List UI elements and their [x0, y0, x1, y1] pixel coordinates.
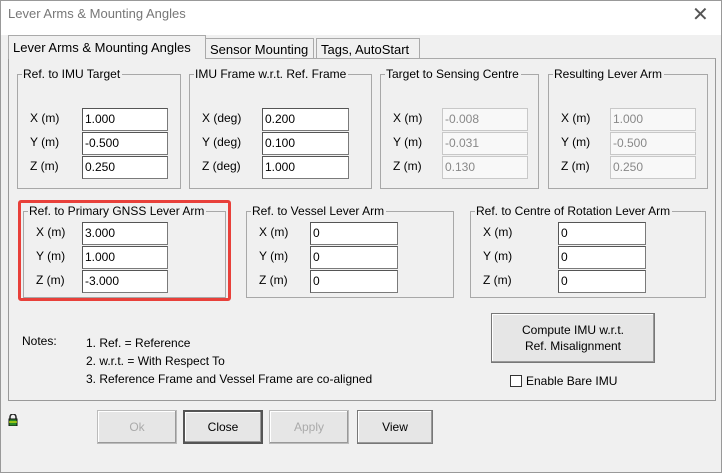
field-label: X (m)	[36, 225, 66, 239]
group-title: IMU Frame w.r.t. Ref. Frame	[194, 67, 349, 81]
field-label: Y (m)	[483, 249, 513, 263]
enable-bare-imu-label: Enable Bare IMU	[526, 374, 618, 388]
group-title: Ref. to IMU Target	[22, 67, 123, 81]
value-input[interactable]: 0	[310, 270, 398, 293]
view-button[interactable]: View	[357, 410, 433, 444]
field-label: X (m)	[259, 225, 289, 239]
value-input[interactable]: 0.200	[262, 108, 349, 131]
group-box: Ref. to Centre of Rotation Lever Arm	[470, 204, 706, 298]
group-box: Ref. to IMU Target	[17, 67, 181, 189]
value-input[interactable]: 3.000	[82, 222, 168, 245]
compute-line2: Ref. Misalignment	[524, 339, 622, 353]
value-input[interactable]: 1.000	[82, 108, 168, 131]
field-label: Z (m)	[30, 159, 59, 173]
field-label: X (m)	[561, 111, 591, 125]
field-label: Z (m)	[483, 273, 512, 287]
group-title: Ref. to Primary GNSS Lever Arm	[28, 204, 207, 218]
group-title: Ref. to Vessel Lever Arm	[251, 204, 387, 218]
value-input: -0.008	[442, 108, 528, 131]
field-label: Z (m)	[393, 159, 422, 173]
ok-button[interactable]: Ok	[97, 410, 177, 444]
apply-button[interactable]: Apply	[269, 410, 349, 444]
group-box: Resulting Lever Arm	[548, 67, 708, 189]
value-input[interactable]: 0	[558, 270, 646, 293]
group-title: Target to Sensing Centre	[385, 67, 521, 81]
highlight-box	[18, 200, 231, 301]
value-input[interactable]: -3.000	[82, 270, 168, 293]
field-label: Y (m)	[36, 249, 66, 263]
field-label: Y (m)	[561, 135, 591, 149]
value-input[interactable]: 0	[310, 222, 398, 245]
close-button[interactable]: Close	[183, 410, 263, 444]
value-input[interactable]: 0.100	[262, 132, 349, 155]
field-label: Y (m)	[259, 249, 289, 263]
group-title: Resulting Lever Arm	[553, 67, 665, 81]
note-item: 1. Ref. = Reference	[86, 336, 191, 350]
group-title: Ref. to Centre of Rotation Lever Arm	[475, 204, 673, 218]
field-label: Z (m)	[561, 159, 590, 173]
tab-tags-autostart[interactable]: Tags, AutoStart	[316, 38, 420, 59]
value-input: 0.130	[442, 156, 528, 179]
compute-misalignment-button[interactable]: Compute IMU w.r.t. Ref. Misalignment	[491, 313, 655, 363]
group-box: Ref. to Vessel Lever Arm	[246, 204, 454, 298]
enable-bare-imu-checkbox[interactable]	[510, 375, 522, 387]
field-label: Z (deg)	[202, 159, 241, 173]
value-input[interactable]: 1.000	[82, 246, 168, 269]
field-label: X (deg)	[202, 111, 242, 125]
field-label: Y (m)	[30, 135, 60, 149]
tab-sensor-mounting[interactable]: Sensor Mounting	[205, 38, 314, 59]
field-label: Y (m)	[393, 135, 423, 149]
value-input[interactable]: 0.250	[82, 156, 168, 179]
field-label: X (m)	[393, 111, 423, 125]
value-input[interactable]: 0	[558, 246, 646, 269]
value-input[interactable]: 0	[558, 222, 646, 245]
compute-line1: Compute IMU w.r.t.	[521, 323, 625, 337]
value-input: -0.031	[442, 132, 528, 155]
value-input: -0.500	[610, 132, 696, 155]
field-label: X (m)	[30, 111, 60, 125]
field-label: Z (m)	[36, 273, 65, 287]
note-item: 3. Reference Frame and Vessel Frame are …	[86, 372, 373, 386]
value-input[interactable]: 1.000	[262, 156, 349, 179]
value-input[interactable]: -0.500	[82, 132, 168, 155]
value-input[interactable]: 0	[310, 246, 398, 269]
field-label: Z (m)	[259, 273, 288, 287]
value-input: 0.250	[610, 156, 696, 179]
notes-label: Notes:	[22, 334, 57, 348]
field-label: Y (deg)	[202, 135, 242, 149]
lock-icon	[8, 414, 18, 426]
close-window-icon[interactable]: ✕	[692, 4, 709, 26]
group-box: IMU Frame w.r.t. Ref. Frame	[189, 67, 372, 189]
tab-lever-arms[interactable]: Lever Arms & Mounting Angles	[8, 35, 206, 59]
window-title: Lever Arms & Mounting Angles	[8, 6, 186, 21]
value-input: 1.000	[610, 108, 696, 131]
group-box: Ref. to Primary GNSS Lever Arm	[23, 204, 226, 298]
field-label: X (m)	[483, 225, 513, 239]
note-item: 2. w.r.t. = With Respect To	[86, 354, 225, 368]
group-box: Target to Sensing Centre	[380, 67, 539, 189]
